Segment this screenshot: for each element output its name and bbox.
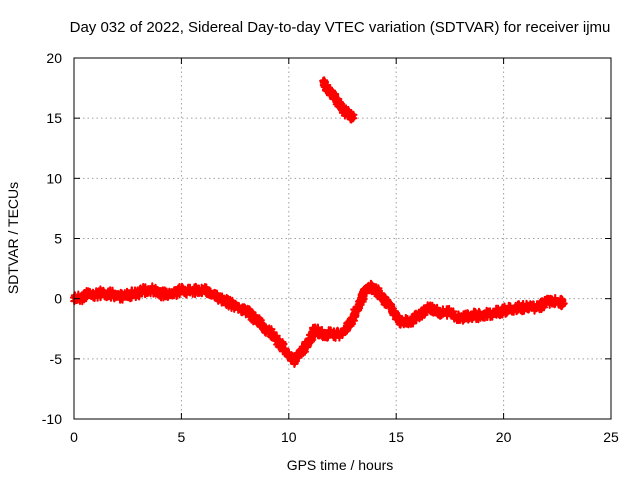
- grid: [74, 58, 611, 419]
- y-tick-label: 15: [46, 110, 62, 126]
- data-point: [391, 308, 400, 317]
- data-point: [349, 114, 358, 123]
- x-tick-label: 0: [70, 429, 78, 445]
- series-0: [69, 279, 568, 368]
- series-1: [319, 76, 358, 124]
- y-tick-label: -5: [50, 351, 63, 367]
- y-tick-label: 10: [46, 170, 62, 186]
- y-tick-label: -10: [42, 411, 62, 427]
- chart-title: Day 032 of 2022, Sidereal Day-to-day VTE…: [70, 19, 611, 36]
- y-tick-label: 5: [54, 231, 62, 247]
- x-tick-label: 10: [281, 429, 297, 445]
- y-tick-label: 0: [54, 291, 62, 307]
- axis-ticks: 0 5 10 15 20 25 -10 -5 0 5 10 15 20: [42, 50, 619, 445]
- y-tick-label: 20: [46, 50, 62, 66]
- data-point: [317, 325, 326, 335]
- x-axis-label: GPS time / hours: [287, 457, 394, 473]
- data-series: [69, 76, 568, 368]
- x-tick-label: 20: [496, 429, 512, 445]
- x-tick-label: 15: [388, 429, 404, 445]
- x-tick-label: 25: [603, 429, 619, 445]
- x-tick-label: 5: [178, 429, 186, 445]
- data-point: [559, 299, 568, 308]
- y-axis-label: SDTVAR / TECUs: [5, 182, 21, 294]
- data-point: [386, 300, 395, 309]
